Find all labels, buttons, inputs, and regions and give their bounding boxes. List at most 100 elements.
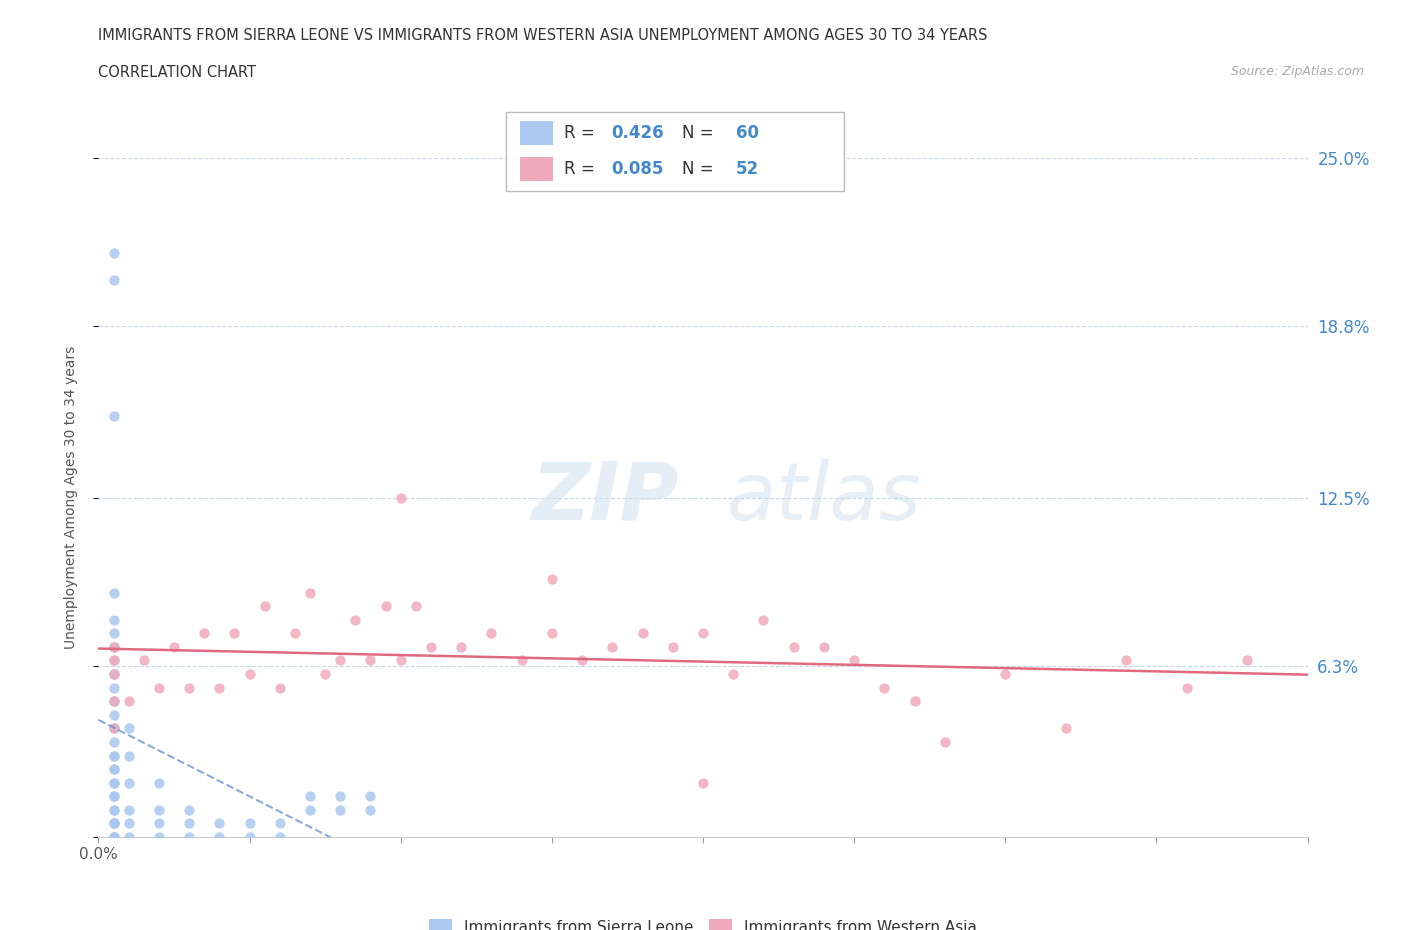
Point: [103, 408, 125, 423]
Point: [360, 803, 382, 817]
Point: [602, 640, 624, 655]
Point: [904, 694, 927, 709]
Point: [103, 830, 125, 844]
Point: [148, 680, 170, 695]
Point: [783, 640, 806, 655]
Point: [103, 776, 125, 790]
Point: [148, 830, 170, 844]
Point: [1175, 680, 1198, 695]
Point: [103, 667, 125, 682]
Point: [103, 816, 125, 830]
Point: [103, 708, 125, 723]
Point: [284, 626, 307, 641]
Point: [103, 680, 125, 695]
Point: [103, 694, 125, 709]
Point: [360, 789, 382, 804]
Point: [208, 680, 231, 695]
Point: [103, 816, 125, 830]
Point: [103, 830, 125, 844]
Point: [662, 640, 685, 655]
Point: [103, 762, 125, 777]
Point: [118, 830, 141, 844]
Point: [118, 694, 141, 709]
Point: [103, 585, 125, 600]
Text: atlas: atlas: [727, 458, 922, 537]
Point: [510, 653, 533, 668]
Point: [752, 612, 775, 627]
Point: [723, 667, 745, 682]
Text: 60: 60: [735, 124, 759, 142]
Point: [118, 803, 141, 817]
Point: [934, 735, 956, 750]
Point: [224, 626, 246, 641]
Text: N =: N =: [682, 124, 718, 142]
Point: [103, 667, 125, 682]
Point: [103, 748, 125, 763]
Point: [239, 816, 262, 830]
Point: [179, 830, 201, 844]
Point: [193, 626, 215, 641]
Point: [118, 748, 141, 763]
Point: [132, 653, 155, 668]
Point: [103, 612, 125, 627]
Point: [692, 626, 714, 641]
Point: [540, 572, 562, 587]
Point: [103, 694, 125, 709]
Point: [103, 640, 125, 655]
Text: R =: R =: [564, 160, 599, 179]
Text: 0.426: 0.426: [610, 124, 664, 142]
Point: [103, 803, 125, 817]
Point: [179, 816, 201, 830]
Point: [1236, 653, 1258, 668]
Point: [103, 272, 125, 287]
Point: [374, 599, 396, 614]
Text: ZIP: ZIP: [531, 458, 679, 537]
Point: [118, 721, 141, 736]
Text: Source: ZipAtlas.com: Source: ZipAtlas.com: [1230, 65, 1364, 78]
Point: [148, 776, 170, 790]
Point: [103, 776, 125, 790]
Point: [314, 667, 336, 682]
Point: [253, 599, 276, 614]
Text: 52: 52: [735, 160, 759, 179]
FancyBboxPatch shape: [520, 121, 554, 145]
Point: [103, 653, 125, 668]
Legend: Immigrants from Sierra Leone, Immigrants from Western Asia: Immigrants from Sierra Leone, Immigrants…: [423, 912, 983, 930]
Point: [103, 830, 125, 844]
Point: [329, 803, 352, 817]
Point: [103, 803, 125, 817]
Point: [329, 653, 352, 668]
Point: [208, 830, 231, 844]
Point: [208, 816, 231, 830]
Point: [239, 830, 262, 844]
Point: [405, 599, 427, 614]
Point: [571, 653, 593, 668]
Point: [103, 721, 125, 736]
Text: N =: N =: [682, 160, 718, 179]
Point: [299, 803, 322, 817]
FancyBboxPatch shape: [506, 112, 844, 191]
Point: [389, 653, 412, 668]
Point: [360, 653, 382, 668]
Y-axis label: Unemployment Among Ages 30 to 34 years: Unemployment Among Ages 30 to 34 years: [63, 346, 77, 649]
Point: [103, 748, 125, 763]
Point: [179, 803, 201, 817]
Point: [148, 803, 170, 817]
Point: [420, 640, 443, 655]
Point: [103, 735, 125, 750]
Text: IMMIGRANTS FROM SIERRA LEONE VS IMMIGRANTS FROM WESTERN ASIA UNEMPLOYMENT AMONG : IMMIGRANTS FROM SIERRA LEONE VS IMMIGRAN…: [98, 28, 988, 43]
Point: [103, 762, 125, 777]
Text: 0.085: 0.085: [610, 160, 664, 179]
Point: [299, 585, 322, 600]
Text: R =: R =: [564, 124, 599, 142]
Point: [103, 816, 125, 830]
Point: [813, 640, 835, 655]
Point: [1115, 653, 1137, 668]
Point: [692, 776, 714, 790]
Point: [118, 816, 141, 830]
Point: [269, 830, 291, 844]
Point: [873, 680, 896, 695]
Point: [450, 640, 472, 655]
Point: [481, 626, 503, 641]
Point: [103, 246, 125, 260]
